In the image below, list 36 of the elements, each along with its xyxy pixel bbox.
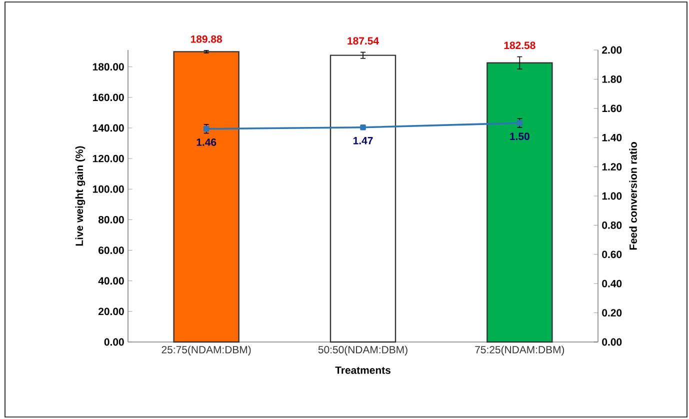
y2-tick-label: 0.00 xyxy=(602,338,622,346)
y-tick-label: 20.00 xyxy=(98,308,124,316)
y2-tick-label: 1.00 xyxy=(602,192,622,200)
y-tick-label: 140.00 xyxy=(92,124,124,132)
x-axis-title: Treatments xyxy=(335,366,390,374)
data-label: 1.46 xyxy=(196,138,216,146)
y2-tick-label: 1.80 xyxy=(602,76,622,83)
y2-tick-label: 0.40 xyxy=(602,280,622,288)
y2-tick-label: 1.60 xyxy=(602,104,622,112)
y2-tick-label: 0.20 xyxy=(602,309,622,317)
y-tick-label: 100.00 xyxy=(92,185,124,193)
y-tick-label: 0.00 xyxy=(104,338,124,346)
y2-tick-label: 0.60 xyxy=(602,250,622,258)
y-tick-label: 40.00 xyxy=(98,277,124,285)
y2-tick-label: 2.00 xyxy=(602,46,622,54)
data-label: 189.88 xyxy=(190,35,222,43)
y2-tick-label: 0.80 xyxy=(602,222,622,229)
data-label: 1.50 xyxy=(510,132,530,140)
y2-tick-label: 1.20 xyxy=(602,163,622,171)
y-tick-label: 120.00 xyxy=(92,154,124,162)
y-axis-title: Live weight gain (%) xyxy=(75,146,86,246)
x-tick-label: 25:75(NDAM:DBM) xyxy=(162,346,251,356)
data-label: 1.47 xyxy=(353,137,373,144)
data-label: 187.54 xyxy=(348,37,379,45)
data-label: 182.58 xyxy=(504,42,536,50)
y-tick-label: 60.00 xyxy=(98,246,124,254)
x-tick-label: 50:50(NDAM:DBM) xyxy=(318,346,408,356)
y2-axis-title: Feed conversion ratio xyxy=(629,142,637,250)
bar xyxy=(173,51,240,343)
y-tick-label: 160.00 xyxy=(92,94,124,102)
bar xyxy=(486,62,553,343)
x-tick-label: 75:25(NDAM:DBM) xyxy=(475,346,564,356)
y-tick-label: 80.00 xyxy=(98,216,124,224)
y-tick-label: 180.00 xyxy=(92,63,124,71)
bar xyxy=(330,54,396,343)
y2-tick-label: 1.40 xyxy=(602,134,622,142)
